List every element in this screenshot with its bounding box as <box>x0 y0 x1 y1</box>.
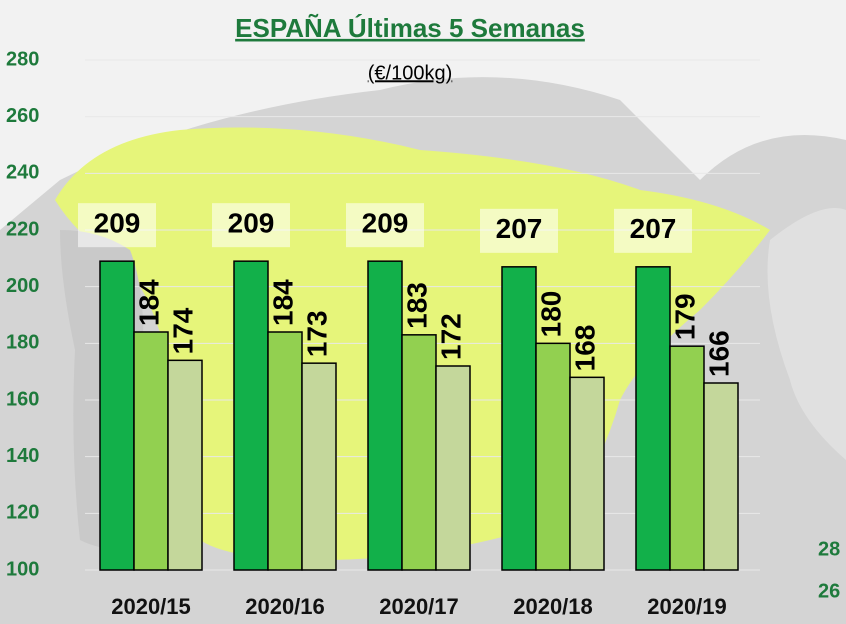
bar <box>703 382 739 571</box>
data-label: 173 <box>301 310 332 357</box>
bar <box>635 266 671 571</box>
x-tick-label: 2020/18 <box>513 594 593 619</box>
label-box <box>614 208 692 253</box>
data-label: 209 <box>94 208 141 239</box>
data-label: 184 <box>267 279 298 326</box>
bar <box>569 376 605 571</box>
bar <box>167 359 203 571</box>
y-tick-label: 100 <box>6 558 39 580</box>
bar <box>501 266 537 571</box>
bar <box>401 334 437 571</box>
bar <box>267 331 303 571</box>
label-box <box>480 208 558 253</box>
x-tick-label: 2020/17 <box>379 594 459 619</box>
y-tick-label: 200 <box>6 275 39 297</box>
bar <box>535 342 571 571</box>
y-tick-label: 120 <box>6 502 39 524</box>
data-label: 179 <box>669 293 700 340</box>
fragment-label: 28 <box>818 538 840 560</box>
data-label: 183 <box>401 282 432 329</box>
sea <box>0 0 846 230</box>
data-label: 207 <box>630 213 677 244</box>
bar <box>133 331 169 571</box>
label-box <box>78 203 156 248</box>
data-label: 207 <box>496 213 543 244</box>
bar <box>99 260 135 571</box>
data-label: 209 <box>362 208 409 239</box>
y-tick-label: 160 <box>6 388 39 410</box>
bar <box>367 260 403 571</box>
y-tick-label: 140 <box>6 445 39 467</box>
data-label: 166 <box>703 330 734 377</box>
y-tick-label: 240 <box>6 162 39 184</box>
data-label: 168 <box>569 325 600 372</box>
x-tick-label: 2020/15 <box>111 594 191 619</box>
y-tick-label: 180 <box>6 332 39 354</box>
bar <box>233 260 269 571</box>
bar <box>301 362 337 571</box>
data-label: 180 <box>535 291 566 338</box>
x-tick-label: 2020/19 <box>647 594 727 619</box>
label-box <box>212 203 290 248</box>
chart-subtitle: (€/100kg) <box>368 62 453 84</box>
label-box <box>346 203 424 248</box>
data-label: 184 <box>133 279 164 326</box>
data-label: 209 <box>228 208 275 239</box>
y-tick-label: 220 <box>6 218 39 240</box>
x-tick-label: 2020/16 <box>245 594 325 619</box>
bar <box>669 345 705 571</box>
map-east <box>767 208 846 460</box>
bar <box>435 365 471 571</box>
fragment-label: 26 <box>818 580 840 602</box>
y-tick-label: 260 <box>6 105 39 127</box>
data-label: 172 <box>435 313 466 360</box>
data-label: 174 <box>167 307 198 354</box>
chart-title: ESPAÑA Últimas 5 Semanas <box>235 13 585 43</box>
y-tick-label: 280 <box>6 48 39 70</box>
